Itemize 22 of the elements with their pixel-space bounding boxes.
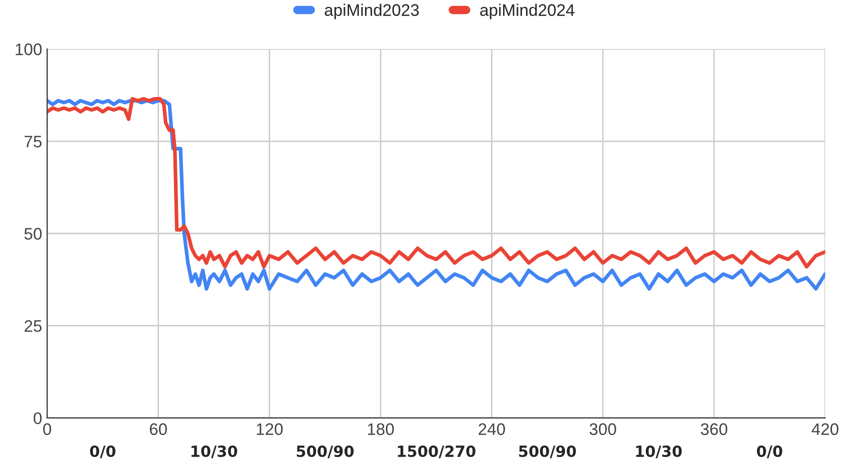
x-tick-label: 180 [368,423,394,436]
text: 0/0 [90,445,116,458]
y-tick-label: 100 [16,43,42,56]
x-tick-label: 120 [256,423,283,436]
x-tick-label: 60 [150,423,167,436]
x-tick-label: 240 [478,423,505,436]
text: 500/90 [296,445,354,458]
y-tick-label: 25 [24,320,42,332]
x-tick-label: 420 [812,423,838,436]
y-tick-label: 50 [24,228,42,240]
y-tick-label: 0 [34,412,42,424]
legend-label: apiMind2023 [324,4,419,20]
text: 1500/270 [398,445,476,458]
x-tick-label: 300 [590,423,616,436]
text: 10/30 [636,445,682,458]
x-tick-label: 0 [43,423,52,436]
y-tick-label: 75 [24,136,42,148]
x-tick-label: 360 [700,423,728,436]
legend-label: apiMind2024 [480,4,574,20]
text: 500/90 [519,445,576,458]
text: 0/0 [756,445,782,458]
text: 10/30 [192,445,238,458]
